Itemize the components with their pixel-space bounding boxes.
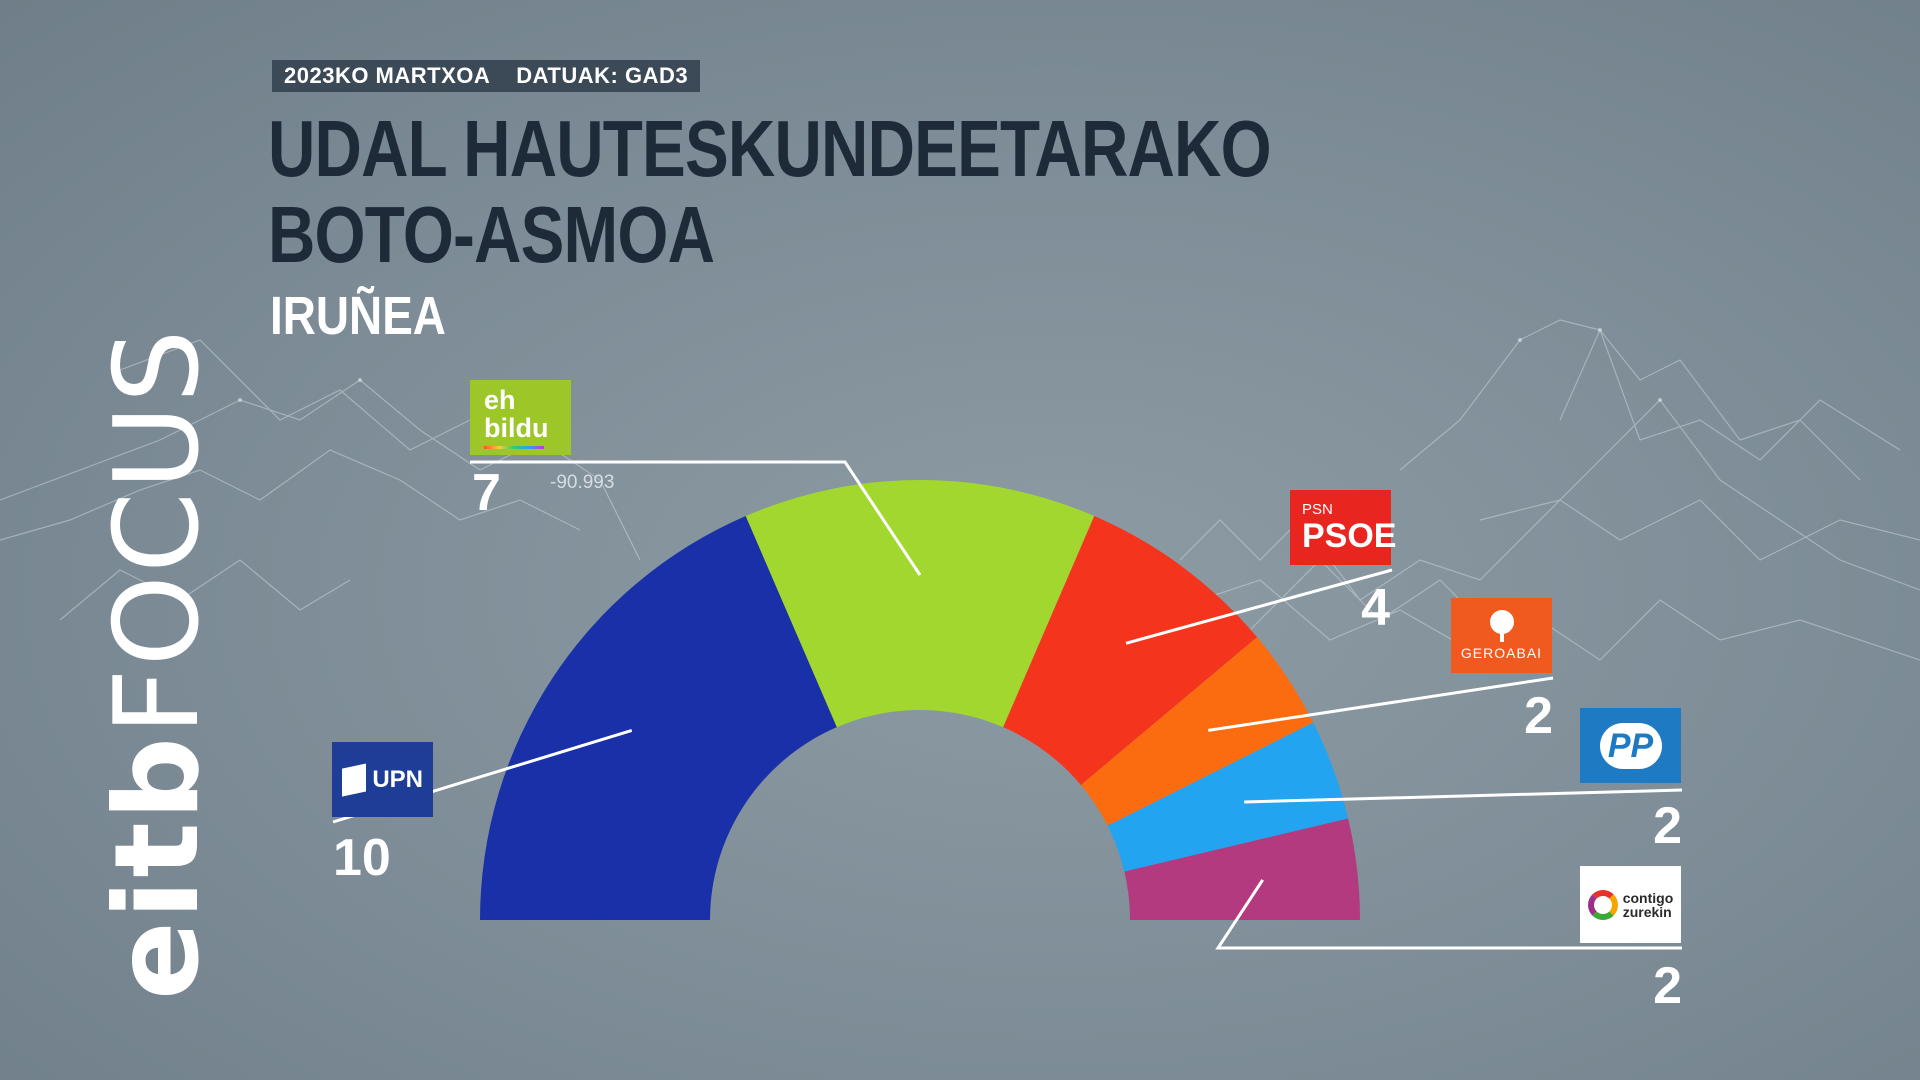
bildu-stripe [484,446,544,449]
contigo-ring-icon [1587,889,1618,920]
pp-text: PP [1599,722,1662,769]
seat-segment-eh-bildu [745,480,1095,728]
geroa-bai-logo: GEROABAI [1451,598,1552,673]
contigo-text-1: contigo [1622,889,1674,906]
pp-logo: PP [1580,708,1681,783]
seat-count-geroa-bai: 2 [1524,687,1553,745]
connector-line-contigo-zurekin [1215,879,1682,950]
seat-count-contigo-zurekin: 2 [1653,957,1682,1015]
seat-count-upn: 10 [333,829,391,887]
connector-line-psn-psoe [1125,568,1393,645]
seat-count-eh-bildu: 7 [472,464,501,522]
seat-segment-pp [1107,722,1349,872]
geroabai-text: GEROABAI [1460,645,1543,661]
connector-line-eh-bildu [470,460,922,576]
meta-bar: 2023KO MARTXOA DATUAK: GAD3 [272,60,701,92]
bildu-text-1: eh [484,385,516,415]
connector-line-geroa-bai [1208,676,1554,732]
contigo-text: contigo zurekin [1623,891,1674,919]
connector-line-pp [1244,788,1683,804]
source-label: DATUAK: GAD3 [516,63,689,88]
bildu-text-2: bildu [484,413,549,443]
note-eh-bildu: -90.993 [550,472,614,493]
title-line-2: BOTO-ASMOA [268,190,715,279]
page-title: UDAL HAUTESKUNDEETARAKO BOTO-ASMOA [268,104,1272,279]
upn-logo: UPN [332,742,433,817]
date-label: 2023KO MARTXOA [284,63,491,88]
seat-count-psn-psoe: 4 [1361,579,1390,637]
psoe-text: PSOE [1302,517,1397,555]
contigo-zurekin-logo: contigo zurekin [1580,866,1681,943]
title-line-1: UDAL HAUTESKUNDEETARAKO [268,104,1272,193]
psn-text: PSN [1302,501,1333,518]
contigo-text-2: zurekin [1622,903,1672,920]
seat-segment-upn [480,515,837,920]
eh-bildu-logo: eh bildu [470,380,571,455]
seat-segment-geroa-bai [1080,637,1314,826]
seat-segment-psn-psoe [1003,515,1258,786]
seat-count-pp: 2 [1653,797,1682,855]
upn-flag-icon [342,762,367,797]
upn-text: UPN [372,765,423,793]
tree-icon [1489,610,1514,642]
seat-segment-contigo-zurekin [1124,818,1360,920]
city-subtitle: IRUÑEA [270,286,446,346]
psn-psoe-logo: PSN PSOE [1290,490,1397,565]
